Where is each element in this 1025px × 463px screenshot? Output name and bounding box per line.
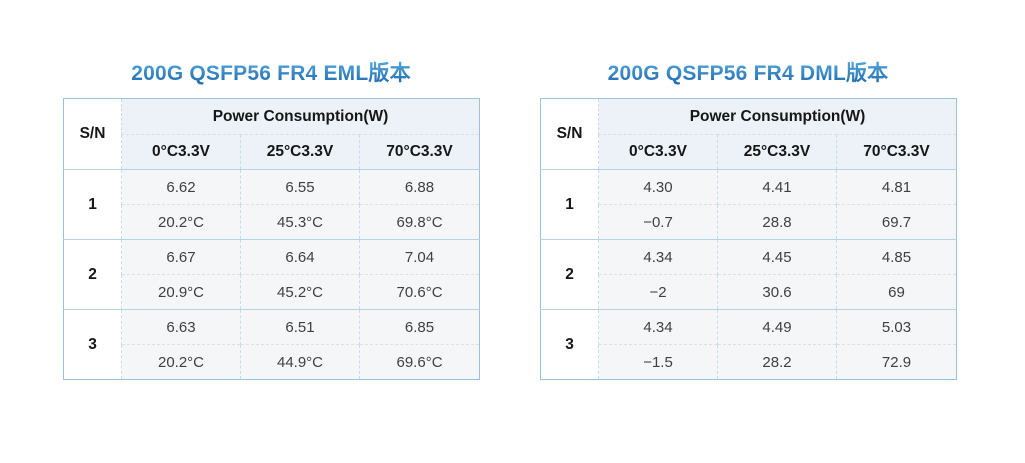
power-value-cell: 4.85	[835, 239, 957, 275]
temp-value-cell: 20.2°C	[121, 204, 241, 240]
dml-col-header-0c: 0°C3.3V	[598, 134, 718, 170]
power-value-cell: 4.81	[835, 169, 957, 205]
temp-value-cell: 28.2	[717, 344, 837, 380]
dml-table-block: 200G QSFP56 FR4 DML版本 S/N Power Consumpt…	[540, 60, 958, 380]
table-row: 2 4.34 4.45 4.85	[540, 239, 957, 310]
dml-table: S/N Power Consumption(W) 0°C3.3V 25°C3.3…	[540, 98, 958, 380]
table-row: −2 30.6 69	[541, 274, 957, 310]
sn-cell: 2	[63, 239, 122, 310]
eml-col-header-25c: 25°C3.3V	[240, 134, 360, 170]
eml-table: S/N Power Consumption(W) 0°C3.3V 25°C3.3…	[63, 98, 481, 380]
temp-value-cell: 72.9	[835, 344, 957, 380]
table-row: 1 6.62 6.55 6.88	[63, 169, 480, 240]
table-row: 20.9°C 45.2°C 70.6°C	[64, 274, 480, 310]
power-value-cell: 4.49	[717, 309, 837, 345]
dml-group-header: Power Consumption(W)	[597, 98, 957, 135]
table-row: −0.7 28.8 69.7	[541, 204, 957, 240]
dml-col-header-70c: 70°C3.3V	[835, 134, 957, 170]
power-value-cell: 6.88	[358, 169, 480, 205]
eml-sn-header: S/N	[63, 98, 122, 170]
sn-cell: 3	[540, 309, 599, 380]
eml-header-row-2: 0°C3.3V 25°C3.3V 70°C3.3V	[64, 134, 480, 170]
sn-cell: 3	[63, 309, 122, 380]
eml-col-header-0c: 0°C3.3V	[121, 134, 241, 170]
temp-value-cell: −0.7	[598, 204, 718, 240]
power-value-cell: 4.41	[717, 169, 837, 205]
temp-value-cell: 69.7	[835, 204, 957, 240]
dml-table-title: 200G QSFP56 FR4 DML版本	[540, 60, 956, 87]
table-row: 3 6.63 6.51 6.85	[63, 309, 480, 380]
power-value-cell: 5.03	[835, 309, 957, 345]
power-value-cell: 7.04	[358, 239, 480, 275]
temp-value-cell: 20.9°C	[121, 274, 241, 310]
temp-value-cell: 45.2°C	[240, 274, 360, 310]
dml-col-header-25c: 25°C3.3V	[717, 134, 837, 170]
table-row: 20.2°C 44.9°C 69.6°C	[64, 344, 480, 380]
temp-value-cell: −1.5	[598, 344, 718, 380]
power-value-cell: 4.34	[598, 309, 718, 345]
dml-header-row-2: 0°C3.3V 25°C3.3V 70°C3.3V	[541, 134, 957, 170]
table-row: −1.5 28.2 72.9	[541, 344, 957, 380]
temp-value-cell: 20.2°C	[121, 344, 241, 380]
table-row: 20.2°C 45.3°C 69.8°C	[64, 204, 480, 240]
table-row: 3 4.34 4.49 5.03	[540, 309, 957, 380]
power-value-cell: 6.67	[121, 239, 241, 275]
eml-group-header: Power Consumption(W)	[120, 98, 480, 135]
power-value-cell: 4.30	[598, 169, 718, 205]
temp-value-cell: 28.8	[717, 204, 837, 240]
sn-cell: 1	[63, 169, 122, 240]
table-row: 2 6.67 6.64 7.04	[63, 239, 480, 310]
power-value-cell: 4.45	[717, 239, 837, 275]
temp-value-cell: −2	[598, 274, 718, 310]
dml-header-row-1: S/N Power Consumption(W)	[540, 98, 957, 170]
table-row: 1 4.30 4.41 4.81	[540, 169, 957, 240]
power-value-cell: 6.55	[240, 169, 360, 205]
dml-sn-header: S/N	[540, 98, 599, 170]
eml-col-header-70c: 70°C3.3V	[358, 134, 480, 170]
power-value-cell: 6.63	[121, 309, 241, 345]
eml-table-title: 200G QSFP56 FR4 EML版本	[63, 60, 479, 87]
power-value-cell: 4.34	[598, 239, 718, 275]
temp-value-cell: 45.3°C	[240, 204, 360, 240]
temp-value-cell: 69.8°C	[358, 204, 480, 240]
eml-header-row-1: S/N Power Consumption(W)	[63, 98, 480, 170]
sn-cell: 2	[540, 239, 599, 310]
temp-value-cell: 44.9°C	[240, 344, 360, 380]
power-value-cell: 6.64	[240, 239, 360, 275]
sn-cell: 1	[540, 169, 599, 240]
temp-value-cell: 30.6	[717, 274, 837, 310]
power-value-cell: 6.85	[358, 309, 480, 345]
temp-value-cell: 69.6°C	[358, 344, 480, 380]
temp-value-cell: 70.6°C	[358, 274, 480, 310]
temp-value-cell: 69	[835, 274, 957, 310]
power-value-cell: 6.51	[240, 309, 360, 345]
power-value-cell: 6.62	[121, 169, 241, 205]
eml-table-block: 200G QSFP56 FR4 EML版本 S/N Power Consumpt…	[63, 60, 481, 380]
